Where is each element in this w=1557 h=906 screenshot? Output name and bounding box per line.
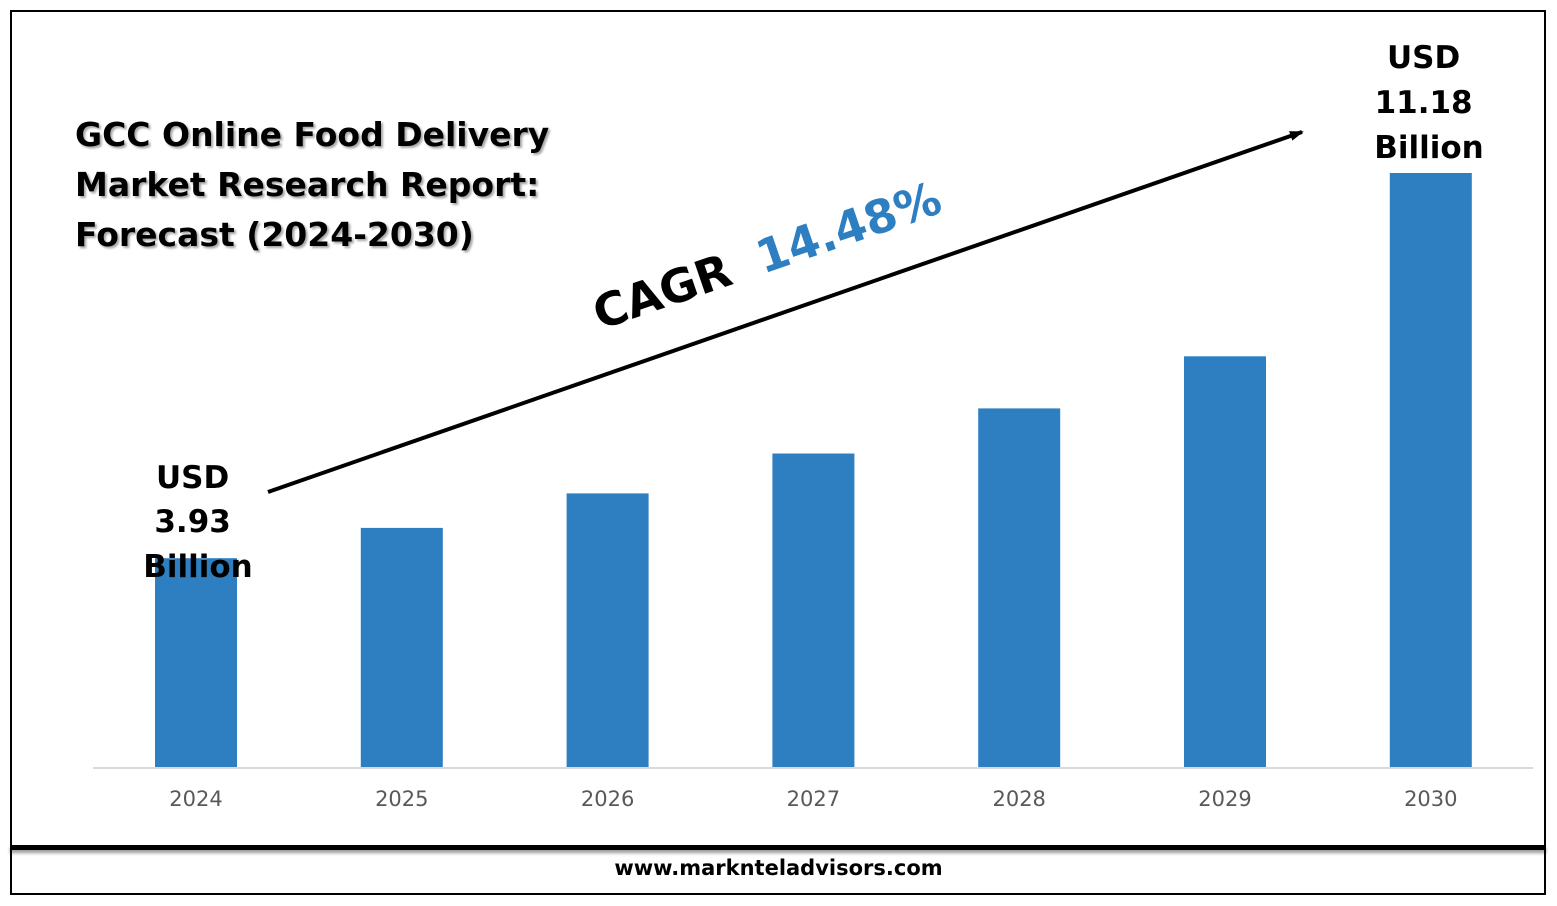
title-line-2: Market Research Report:	[75, 165, 540, 204]
bar-2029	[1184, 356, 1266, 767]
bar-2024	[155, 558, 237, 767]
x-tick-2027: 2027	[787, 787, 840, 811]
x-tick-2025: 2025	[375, 787, 428, 811]
bar-series	[155, 173, 1472, 767]
start-amount: 3.93	[154, 504, 231, 540]
end-currency: USD	[1387, 40, 1460, 76]
x-tick-2026: 2026	[581, 787, 634, 811]
bar-2026	[566, 493, 649, 767]
x-tick-2029: 2029	[1198, 787, 1251, 811]
start-unit: Billion	[143, 549, 253, 585]
bar-2025	[360, 527, 443, 767]
bar-2028	[978, 408, 1061, 767]
x-tick-2028: 2028	[992, 787, 1045, 811]
bar-2030	[1389, 173, 1472, 767]
x-tick-2030: 2030	[1404, 787, 1457, 811]
cagr-annotation: CAGR 14.48%	[586, 171, 948, 341]
title-line-3: Forecast (2024-2030)	[75, 215, 474, 254]
start-currency: USD	[156, 460, 229, 496]
end-amount: 11.18	[1375, 85, 1473, 121]
cagr-arrow	[267, 130, 1304, 494]
title-line-1: GCC Online Food Delivery	[75, 115, 550, 154]
x-tick-2024: 2024	[169, 787, 222, 811]
chart-title: GCC Online Food Delivery Market Research…	[75, 110, 695, 260]
footer-rule	[10, 845, 1546, 850]
bar-2027	[772, 453, 855, 767]
start-value-label: USD 3.93 Billion	[143, 460, 253, 585]
end-unit: Billion	[1374, 130, 1484, 166]
cagr-label: CAGR	[586, 243, 738, 340]
end-value-label: USD 11.18 Billion	[1374, 40, 1484, 166]
x-axis-ticks: 2024 2025 2026 2027 2028 2029 2030	[169, 787, 1457, 811]
footer-url: www.marknteladvisors.com	[614, 856, 943, 880]
